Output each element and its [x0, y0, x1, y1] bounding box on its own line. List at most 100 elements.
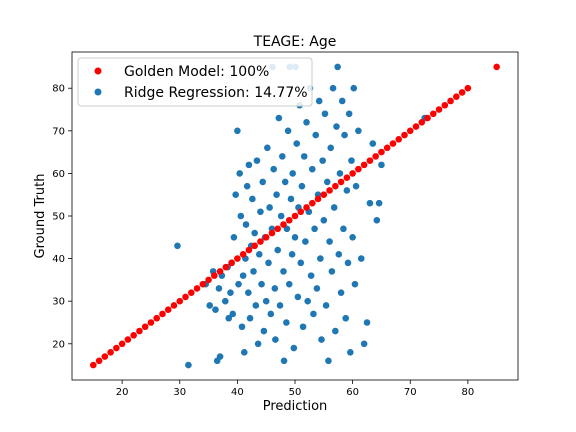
data-point — [216, 353, 224, 360]
data-point — [249, 195, 256, 203]
data-point — [228, 259, 235, 267]
legend: Golden Model: 100% Ridge Regression: 14.… — [77, 57, 313, 107]
x-axis-ticks: 20 30 40 50 60 70 80 — [116, 380, 474, 398]
data-point — [174, 242, 181, 250]
data-point — [299, 323, 307, 331]
data-point — [237, 212, 245, 220]
data-point — [267, 310, 275, 318]
y-tick-label: 40 — [52, 254, 65, 265]
data-point — [326, 187, 333, 194]
data-point — [280, 221, 287, 228]
data-point — [225, 314, 233, 322]
data-point — [274, 246, 282, 254]
x-tick-label: 80 — [462, 387, 475, 398]
data-point — [290, 344, 298, 352]
data-point — [141, 323, 149, 331]
data-point — [254, 340, 262, 348]
data-point — [265, 259, 272, 267]
x-tick-label: 20 — [116, 387, 129, 398]
data-point — [257, 208, 264, 216]
data-point — [307, 272, 315, 279]
series-golden-model — [90, 63, 500, 369]
data-point — [211, 272, 218, 279]
data-point — [395, 136, 403, 143]
data-points — [90, 63, 500, 369]
data-point — [293, 140, 301, 147]
y-tick-label: 20 — [52, 339, 65, 350]
data-point — [280, 268, 287, 275]
data-point — [270, 165, 277, 173]
data-point — [283, 319, 290, 326]
data-point — [311, 225, 318, 233]
legend-label-ridge-regression: Ridge Regression: 14.77% — [124, 85, 308, 101]
data-point — [258, 280, 265, 288]
data-point — [245, 289, 252, 296]
data-point — [289, 170, 296, 177]
data-point — [412, 123, 420, 130]
x-tick-label: 40 — [231, 387, 244, 398]
x-axis-label: Prediction — [263, 399, 328, 414]
data-point — [343, 187, 351, 194]
data-point — [240, 349, 248, 356]
data-point — [312, 131, 320, 139]
data-point — [212, 306, 219, 314]
data-point — [493, 63, 500, 71]
data-point — [347, 349, 354, 356]
data-point — [360, 340, 368, 348]
data-point — [229, 310, 237, 318]
data-point — [199, 280, 207, 288]
data-point — [206, 302, 214, 309]
data-point — [236, 170, 243, 177]
x-tick-label: 30 — [173, 387, 186, 398]
data-point — [317, 255, 324, 262]
chart-title: TEAGE: Age — [253, 34, 337, 50]
data-point — [230, 233, 238, 241]
data-point — [340, 225, 347, 233]
data-point — [297, 259, 305, 267]
data-point — [170, 302, 178, 309]
data-point — [332, 182, 339, 190]
legend-marker-golden-model — [94, 67, 102, 75]
data-point — [266, 204, 273, 211]
data-point — [95, 357, 103, 365]
data-point — [185, 361, 192, 369]
data-point — [321, 110, 329, 118]
data-point — [193, 285, 201, 292]
y-tick-label: 30 — [52, 297, 65, 308]
data-point — [337, 178, 345, 186]
data-point — [284, 127, 292, 135]
data-point — [429, 110, 437, 118]
data-point — [332, 327, 339, 335]
data-point — [351, 280, 359, 288]
data-point — [259, 178, 267, 186]
data-point — [239, 251, 247, 258]
data-point — [349, 233, 356, 241]
data-point — [275, 114, 283, 122]
data-point — [294, 293, 302, 301]
data-point — [238, 323, 246, 331]
data-point — [246, 314, 254, 322]
data-point — [242, 221, 250, 228]
data-point — [308, 199, 316, 207]
data-point — [272, 336, 279, 343]
data-point — [271, 285, 279, 292]
y-tick-label: 60 — [52, 169, 65, 180]
data-point — [424, 114, 431, 122]
data-point — [273, 191, 280, 199]
data-point — [336, 170, 344, 177]
data-point — [328, 268, 336, 275]
data-point — [355, 127, 362, 135]
data-point — [232, 191, 239, 199]
data-point — [447, 97, 454, 105]
data-point — [288, 251, 296, 258]
data-point — [221, 297, 229, 305]
data-point — [300, 153, 308, 160]
data-point — [303, 204, 310, 211]
data-point — [338, 97, 346, 105]
data-point — [260, 327, 268, 335]
y-tick-label: 80 — [52, 84, 65, 95]
data-point — [357, 255, 365, 262]
x-tick-label: 50 — [289, 387, 302, 398]
data-point — [333, 123, 340, 130]
